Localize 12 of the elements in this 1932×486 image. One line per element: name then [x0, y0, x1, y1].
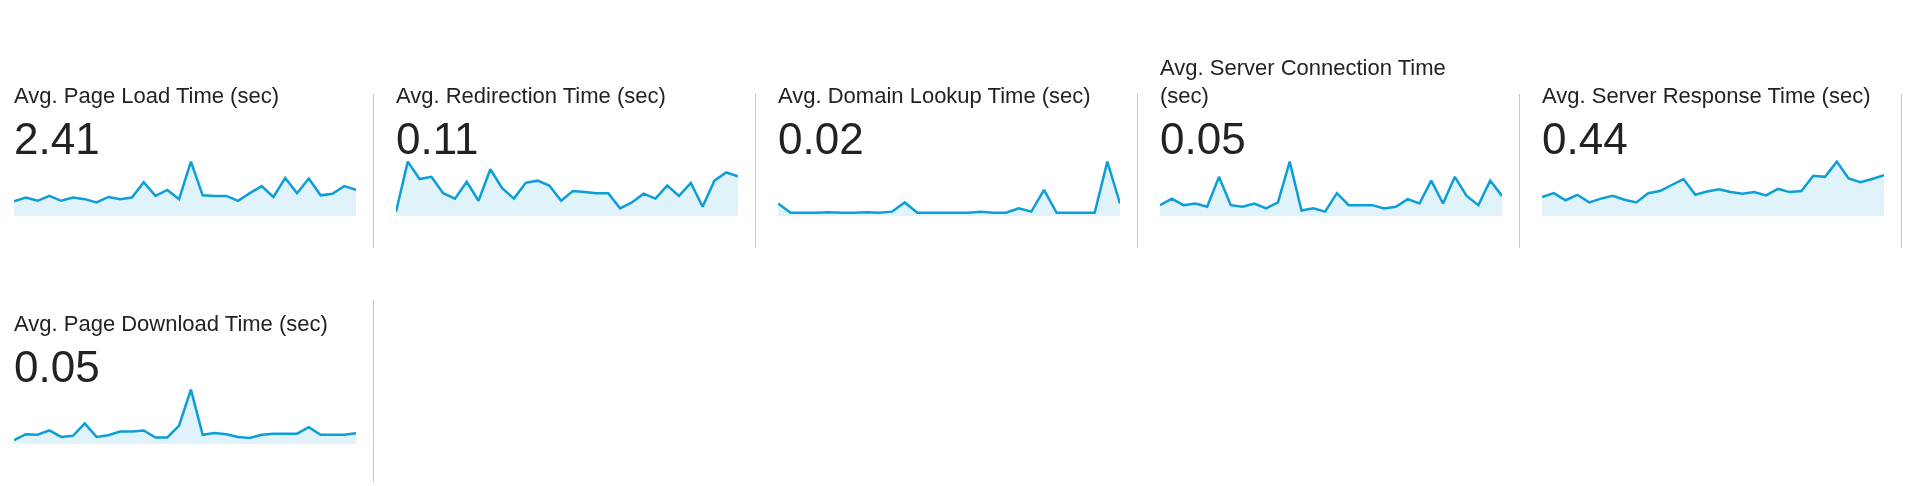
chart-title: Avg. Domain Lookup Time (sec) [778, 82, 1092, 110]
chart-title: Avg. Page Download Time (sec) [14, 310, 329, 338]
chart-subtitle: 0.05 [1160, 114, 1246, 164]
chart-title: Avg. Server Connection Time (sec) [1160, 54, 1447, 110]
chart-subtitle: 2.41 [14, 114, 100, 164]
chart-subtitle: 0.11 [396, 114, 479, 164]
chart-subtitle: 0.05 [14, 342, 100, 392]
chart-subtitle: 0.44 [1542, 114, 1628, 164]
chart-title: Avg. Redirection Time (sec) [396, 82, 667, 110]
chart-subtitle: 0.02 [778, 114, 864, 164]
chart-title: Avg. Server Response Time (sec) [1542, 82, 1872, 110]
chart-title: Avg. Page Load Time (sec) [14, 82, 280, 110]
